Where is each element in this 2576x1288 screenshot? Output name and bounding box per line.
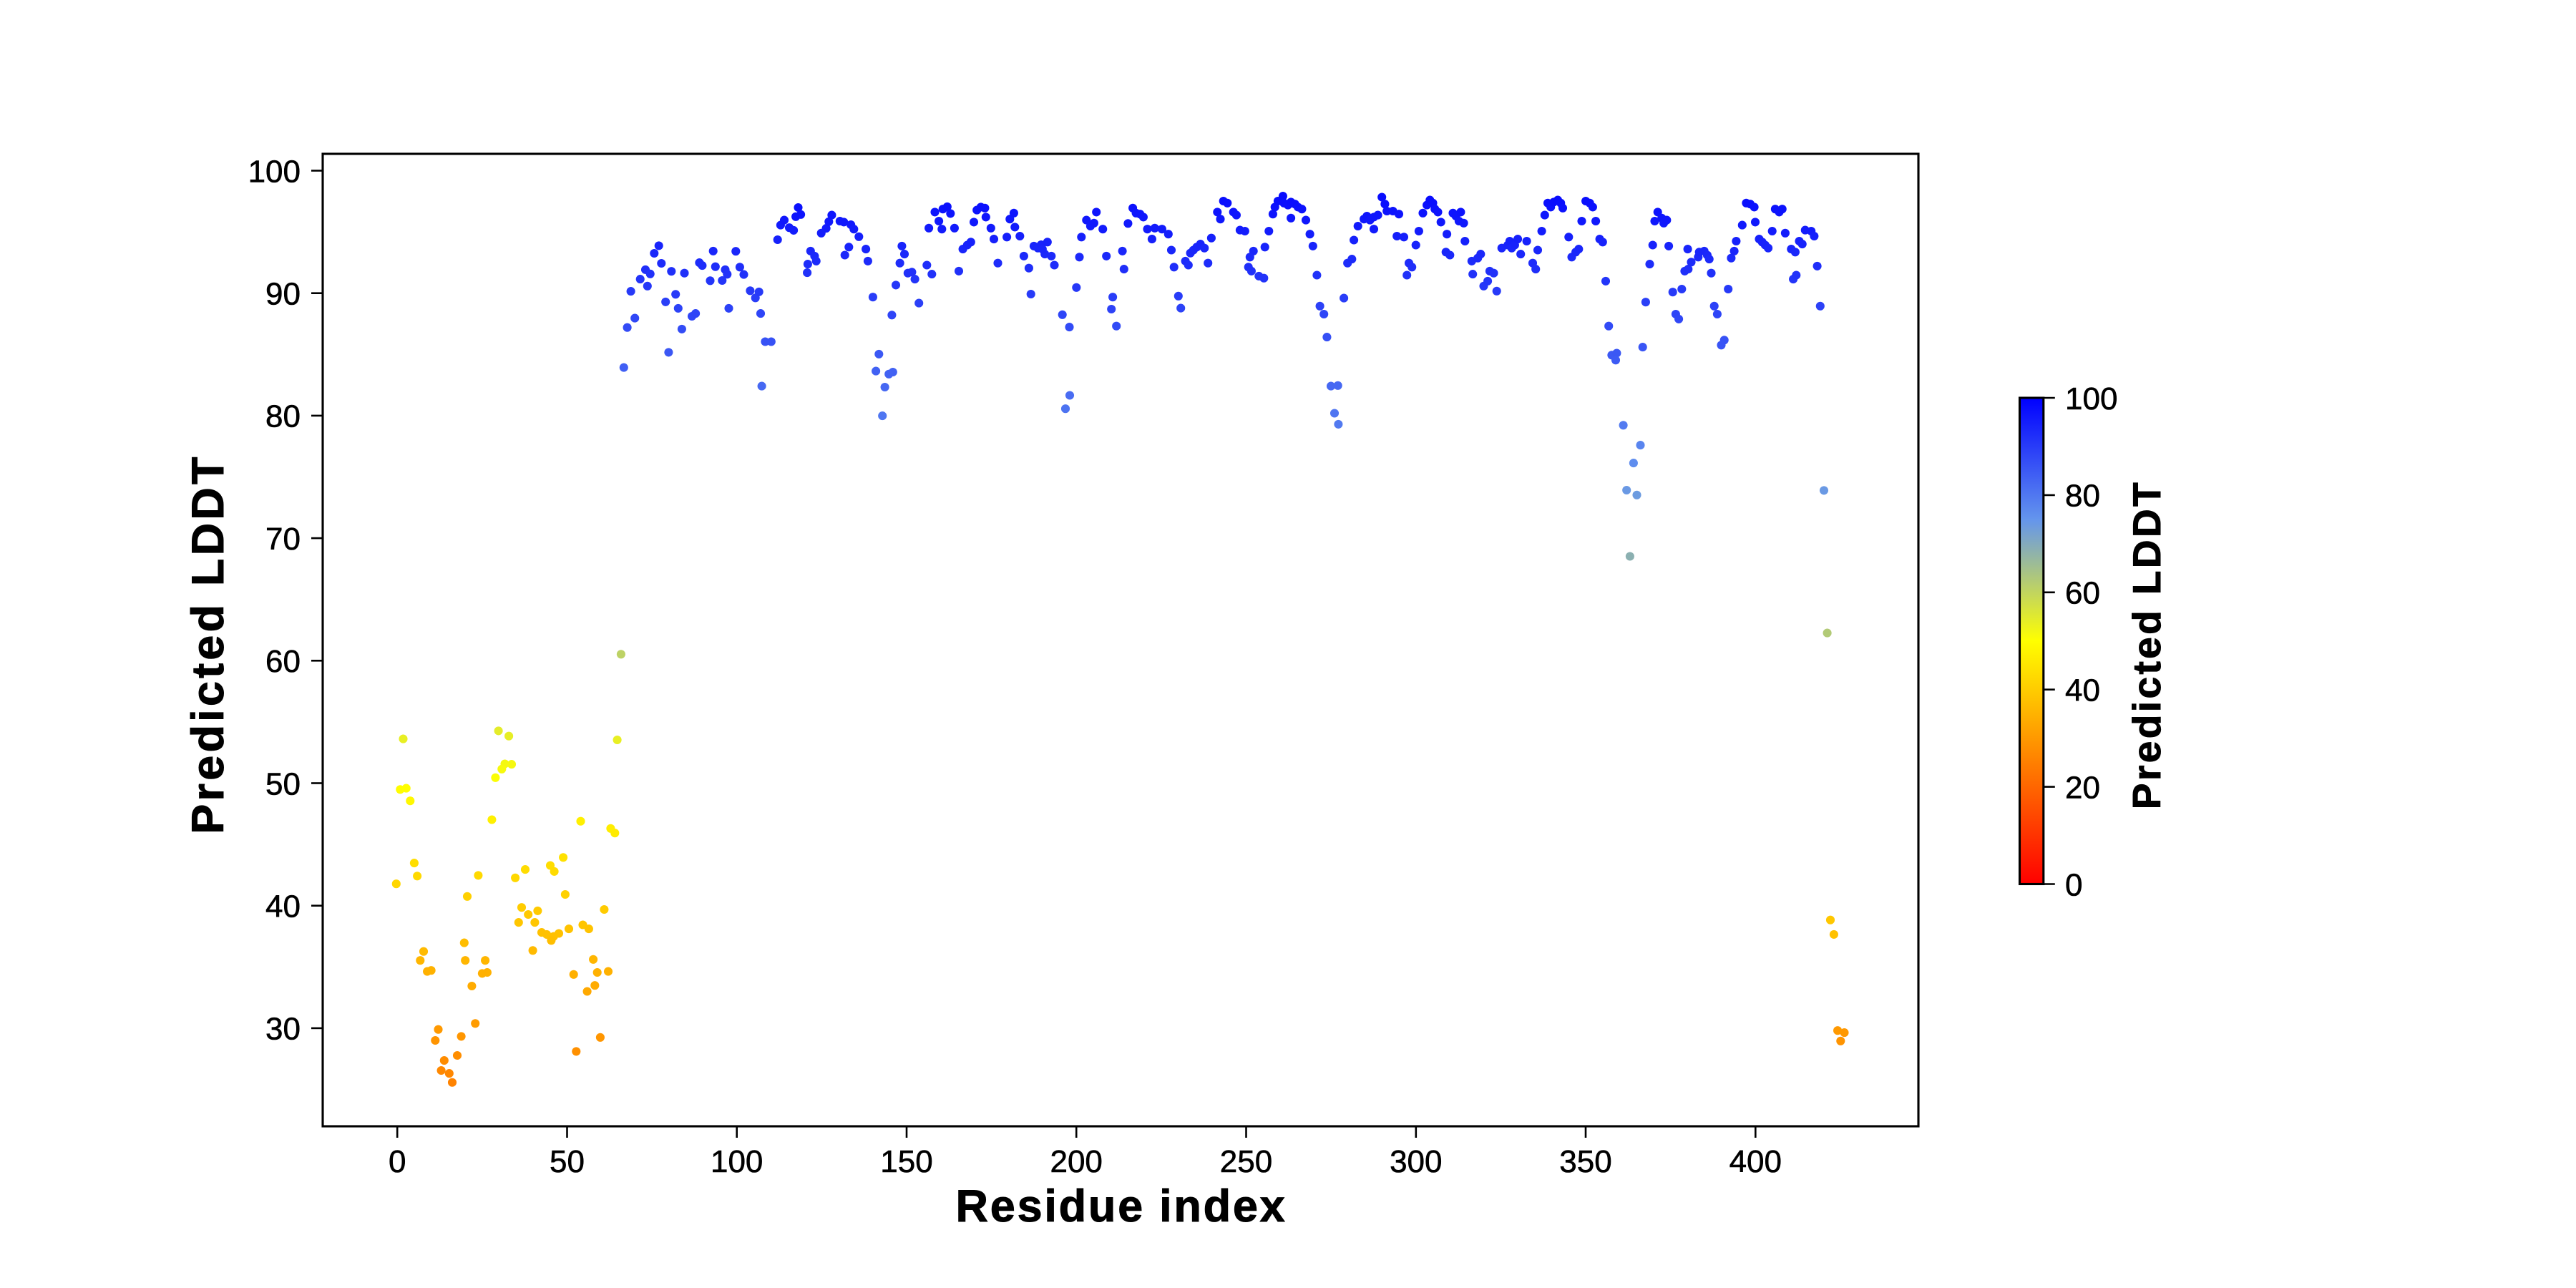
svg-text:350: 350 [1559,1144,1611,1179]
svg-text:300: 300 [1390,1144,1442,1179]
svg-text:40: 40 [265,889,301,924]
svg-text:70: 70 [265,522,301,557]
svg-text:150: 150 [880,1144,932,1179]
svg-text:80: 80 [265,399,301,434]
svg-text:200: 200 [1050,1144,1102,1179]
svg-text:400: 400 [1729,1144,1782,1179]
svg-text:80: 80 [2065,479,2100,514]
svg-text:20: 20 [2065,770,2100,805]
svg-text:50: 50 [265,766,301,801]
svg-text:100: 100 [711,1144,763,1179]
svg-text:90: 90 [265,277,301,312]
svg-text:100: 100 [2065,381,2117,416]
svg-text:30: 30 [265,1012,301,1047]
svg-text:250: 250 [1220,1144,1272,1179]
svg-text:Residue index: Residue index [956,1181,1287,1231]
svg-text:60: 60 [265,644,301,679]
svg-text:40: 40 [2065,673,2100,708]
svg-text:100: 100 [248,154,301,189]
svg-text:50: 50 [550,1144,585,1179]
svg-text:Predicted LDDT: Predicted LDDT [2124,480,2169,809]
svg-text:0: 0 [389,1144,406,1179]
svg-text:0: 0 [2065,867,2082,902]
svg-text:60: 60 [2065,576,2100,611]
svg-text:Predicted LDDT: Predicted LDDT [183,454,233,834]
